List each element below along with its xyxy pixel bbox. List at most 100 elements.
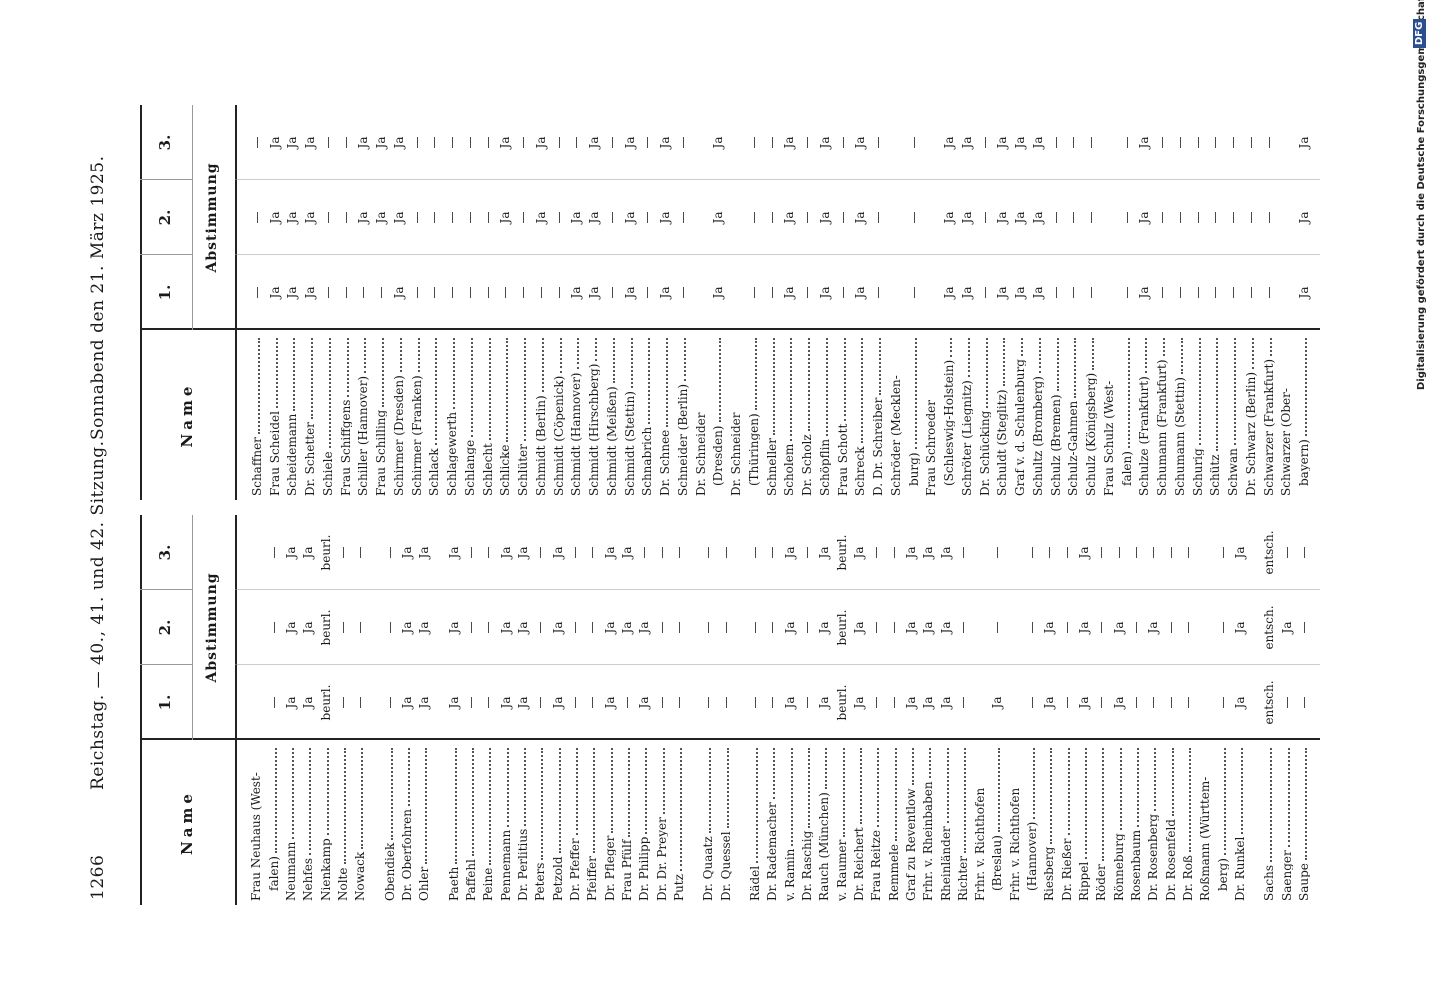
table-row: Schwan — — — [1221,105,1240,500]
vote-entry: — [765,696,780,709]
name-cell: Graf v. d. Schulenburg [1014,334,1026,500]
vote-entry: — [619,696,634,709]
vote-entry: Ja [938,546,953,559]
member-name: Frhr. v. Richthofen [974,787,987,901]
name-cell: Frhr. v. Richthofen [1009,744,1021,905]
dot-leader [309,748,312,855]
vote-entry: Ja [1297,286,1311,299]
table-row: Schmidt (Meißen) — — — [600,105,619,500]
member-name: Graf zu Reventlow [904,788,917,902]
member-name: bayern) [1298,439,1310,486]
vote-entry: — [1059,621,1074,634]
table-row: Frau Neuhaus (West- [245,515,262,905]
vote-entry: Ja [1013,286,1027,299]
dot-leader [859,748,862,825]
dot-leader [343,748,346,865]
dot-leader [399,338,402,373]
table-row: Schmidt (Stettin) Ja Ja Ja [618,105,637,500]
dot-leader [1163,338,1165,357]
name-cell: Dr. Reichert [853,744,865,905]
dot-leader [946,748,949,824]
vote-entry: Ja [1137,211,1152,224]
name-cell: Dr. Perlitius [517,744,529,905]
member-name: D. Dr. Schreiber [872,397,884,496]
vote-entry: Ja [283,621,298,634]
name-cell: Frau Schroeder [925,334,937,500]
table-row: Rädel — — — [744,515,762,905]
vote-entry: — [1208,211,1223,224]
vote-entry: — [800,286,814,299]
name-cell: Dr. Rosenberg [1147,744,1159,905]
dot-leader [1127,338,1130,449]
vote-entry: Ja [533,136,548,149]
vote-entry: — [640,286,655,299]
vote-entry: — [551,286,566,299]
table-row: Saupe — — — [1293,515,1311,905]
dot-leader [911,748,914,786]
name-cell: Schlagewerth [446,334,458,500]
name-cell: Schröder (Mecklen- [890,334,902,500]
table-row: Schirmer (Dresden) Ja Ja Ja [387,105,406,500]
vote-entry: beurl. [318,684,333,721]
table-row: Schütz — — — [1204,105,1222,500]
name-cell: Dr. Philipp [638,744,650,905]
dot-leader [390,748,393,840]
name-cell: Frhr. v. Rheinbaben [922,744,934,905]
dot-leader [1304,748,1307,861]
vote-entry: — [481,696,496,709]
vote-entry: — [637,546,652,559]
vote-entry: — [1146,696,1161,709]
dot-leader [1234,338,1236,446]
vote-entry: Ja [550,546,565,559]
vote-entry: entsch. [1262,530,1277,575]
dot-leader [1021,338,1023,357]
member-name: Dr. Rießer [1060,838,1073,902]
vote-entry: — [569,136,584,149]
member-name: Schröder (Mecklen- [889,375,902,496]
dot-leader [662,748,665,815]
vote-entry: — [990,621,1005,634]
vote-entry: — [835,286,850,299]
member-name: Frau Pfülf [620,839,633,901]
member-name: Schwan [1227,448,1239,496]
name-cell: Obendiek [384,744,396,905]
vote-entry: beurl. [834,684,849,721]
dot-leader [274,748,277,854]
table-row: Sachs entsch. entsch. entsch. [1258,515,1277,905]
dot-leader [683,338,686,381]
vote-entry: Ja [995,286,1010,299]
vote-entry: Ja [569,286,584,299]
member-name: Dr. Schücking [978,410,991,496]
vote-entry: — [654,621,669,634]
vote-entry: — [1155,211,1169,224]
table-row: falen) — — — [1115,105,1134,500]
table-row: Saenger — Ja — [1275,515,1294,905]
dot-leader [610,748,613,833]
vote-entry: — [427,136,442,149]
vote-entry: — [671,546,686,559]
member-name: Schreck [854,446,867,497]
name-cell: (Thüringen) [748,334,760,500]
vote-entry: Ja [602,621,617,634]
member-name: Rippel [1078,861,1091,901]
vote-entry: Ja [391,136,406,149]
name-cell: Schiller (Hannover) [357,334,369,500]
vote-entry: Ja [301,696,316,709]
vote-entry: — [886,621,901,634]
rule [140,515,142,905]
vote-entry: beurl. [318,609,333,646]
table-row: Dr. Rademacher — — — [761,515,780,905]
member-name: falen) [267,856,280,891]
member-name: Rönneburg [1112,833,1125,901]
name-cell: Dr. Schneider [730,334,742,500]
name-cell: Frau Scheidel [269,334,281,500]
name-cell: Schnabrich [641,334,653,500]
dot-leader [454,748,457,864]
vote-entry: Ja [619,546,634,559]
vote-entry: Ja [399,621,414,634]
dot-leader [756,748,759,863]
vote-entry: Ja [658,286,672,299]
name-cell: Schurig [1192,334,1204,500]
rule [140,105,142,500]
dfg-logo: DFG [1413,18,1426,48]
